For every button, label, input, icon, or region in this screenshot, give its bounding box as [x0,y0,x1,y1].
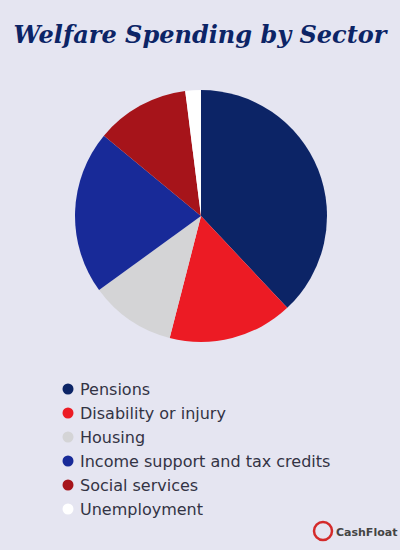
pie-slice [185,90,201,216]
legend-label: Disability or injury [80,404,226,423]
source: CashFloat [336,526,397,539]
title: Welfare Spending by Sector [14,20,389,49]
legend-swatch [63,504,74,515]
background [0,0,400,550]
pie [75,90,327,342]
legend-swatch [63,432,74,443]
pie-slice [104,91,201,216]
legend-label: Unemployment [80,500,203,519]
legend: Pensions Disability or injury Housing Incom… [63,380,331,519]
legend-label: Housing [80,428,145,447]
chart: Welfare Spending by Sector Pensions Disabi… [0,0,400,550]
legend-label: Income support and tax credits [80,452,330,471]
legend-swatch [63,480,74,491]
legend-label: Social services [80,476,198,495]
legend-swatch [63,408,74,419]
legend-swatch [63,456,74,467]
legend-label: Pensions [80,380,150,399]
legend-swatch [63,384,74,395]
logo-icon [314,522,332,540]
source-logo: CashFloat [314,522,397,540]
